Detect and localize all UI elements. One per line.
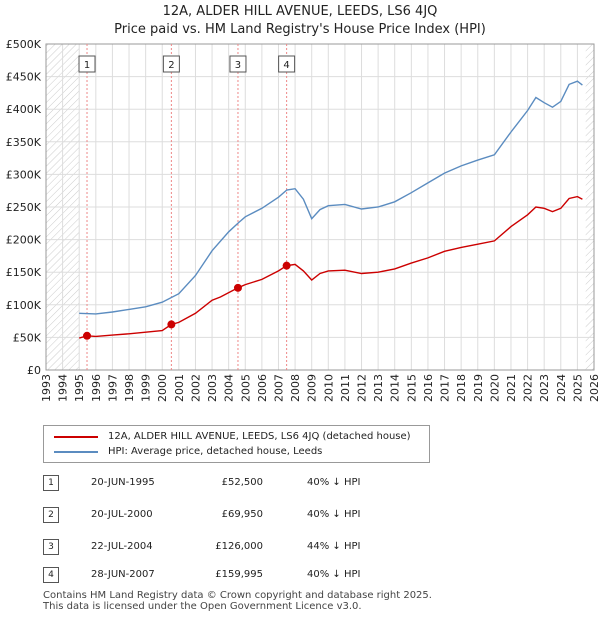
x-tick-label: 2007 bbox=[272, 374, 285, 402]
sale-hpi: 40% ↓ HPI bbox=[307, 509, 361, 520]
sale-price: £126,000 bbox=[215, 541, 263, 552]
x-tick-label: 2003 bbox=[206, 374, 219, 402]
x-tick-label: 2019 bbox=[472, 374, 485, 402]
sale-price: £52,500 bbox=[221, 477, 263, 488]
sale-badge: 1 bbox=[43, 475, 59, 491]
x-tick-label: 2015 bbox=[405, 374, 418, 402]
footer-notice: Contains HM Land Registry data © Crown c… bbox=[43, 590, 593, 612]
x-tick-label: 1996 bbox=[90, 374, 103, 402]
sale-price: £159,995 bbox=[215, 569, 263, 580]
x-tick-label: 2004 bbox=[223, 374, 236, 402]
y-tick-label: £400K bbox=[6, 103, 42, 116]
sale-point bbox=[282, 261, 291, 270]
x-tick-label: 2005 bbox=[239, 374, 252, 402]
chart-subtitle: Price paid vs. HM Land Registry's House … bbox=[114, 22, 486, 37]
x-tick-label: 2026 bbox=[588, 374, 600, 402]
sale-number-label: 2 bbox=[168, 60, 174, 71]
legend-swatch-hpi bbox=[54, 451, 98, 453]
x-tick-label: 2009 bbox=[306, 374, 319, 402]
x-tick-label: 2013 bbox=[372, 374, 385, 402]
y-tick-label: £450K bbox=[6, 71, 42, 84]
sale-date: 20-JUL-2000 bbox=[91, 509, 153, 520]
legend-label-property: 12A, ALDER HILL AVENUE, LEEDS, LS6 4JQ (… bbox=[108, 431, 411, 442]
sale-hpi: 44% ↓ HPI bbox=[307, 541, 361, 552]
sale-number-label: 3 bbox=[235, 60, 241, 71]
y-tick-label: £0 bbox=[27, 364, 41, 377]
x-tick-label: 2016 bbox=[422, 374, 435, 402]
sale-number-box bbox=[229, 55, 247, 73]
x-tick-label: 2017 bbox=[439, 374, 452, 402]
x-tick-label: 2006 bbox=[256, 374, 269, 402]
table-row: 2 20-JUL-2000 £69,950 40% ↓ HPI bbox=[43, 506, 463, 524]
x-tick-label: 1997 bbox=[106, 374, 119, 402]
footer-line-1: Contains HM Land Registry data © Crown c… bbox=[43, 590, 432, 601]
y-tick-label: £250K bbox=[6, 201, 42, 214]
x-tick-label: 2000 bbox=[156, 374, 169, 402]
sale-number-box bbox=[278, 55, 296, 73]
x-tick-label: 1993 bbox=[40, 374, 53, 402]
sale-number-box bbox=[78, 55, 96, 73]
footer-line-2: This data is licensed under the Open Gov… bbox=[43, 601, 362, 612]
x-tick-label: 2011 bbox=[339, 374, 352, 402]
x-tick-label: 2008 bbox=[289, 374, 302, 402]
x-tick-label: 2024 bbox=[555, 374, 568, 402]
x-tick-label: 2023 bbox=[538, 374, 551, 402]
sale-point bbox=[83, 331, 92, 340]
x-tick-label: 1995 bbox=[73, 374, 86, 402]
sale-price: £69,950 bbox=[221, 509, 263, 520]
sale-date: 28-JUN-2007 bbox=[91, 569, 155, 580]
sale-badge: 4 bbox=[43, 567, 59, 583]
x-tick-label: 2001 bbox=[173, 374, 186, 402]
sale-number-box bbox=[162, 55, 180, 73]
sale-date: 22-JUL-2004 bbox=[91, 541, 153, 552]
x-tick-label: 2022 bbox=[522, 374, 535, 402]
x-tick-label: 2021 bbox=[505, 374, 518, 402]
x-tick-label: 2020 bbox=[488, 374, 501, 402]
plot-frame bbox=[45, 43, 595, 371]
x-tick-label: 2025 bbox=[571, 374, 584, 402]
hpi-line bbox=[79, 80, 583, 315]
table-row: 1 20-JUN-1995 £52,500 40% ↓ HPI bbox=[43, 474, 463, 492]
x-tick-label: 2018 bbox=[455, 374, 468, 402]
chart-legend: 12A, ALDER HILL AVENUE, LEEDS, LS6 4JQ (… bbox=[43, 425, 430, 463]
sale-badge: 2 bbox=[43, 507, 59, 523]
y-tick-label: £50K bbox=[13, 331, 42, 344]
y-tick-label: £150K bbox=[6, 266, 42, 279]
x-tick-label: 1994 bbox=[57, 374, 70, 402]
y-tick-label: £300K bbox=[6, 168, 42, 181]
legend-label-hpi: HPI: Average price, detached house, Leed… bbox=[108, 446, 323, 457]
x-tick-label: 2012 bbox=[356, 374, 369, 402]
table-row: 3 22-JUL-2004 £126,000 44% ↓ HPI bbox=[43, 538, 463, 556]
sale-number-label: 1 bbox=[84, 60, 90, 71]
y-tick-label: £350K bbox=[6, 136, 42, 149]
x-tick-label: 2002 bbox=[189, 374, 202, 402]
y-tick-label: £500K bbox=[6, 38, 42, 51]
chart-title: 12A, ALDER HILL AVENUE, LEEDS, LS6 4JQ bbox=[162, 4, 438, 19]
sale-number-label: 4 bbox=[283, 60, 289, 71]
x-tick-label: 2014 bbox=[389, 374, 402, 402]
sale-point bbox=[233, 283, 242, 292]
sale-point bbox=[167, 320, 176, 329]
x-tick-label: 1999 bbox=[140, 374, 153, 402]
price-chart: £0 £50K £100K £150K £200K £250K £300K £350K £400… bbox=[6, 38, 600, 402]
y-tick-label: £100K bbox=[6, 299, 42, 312]
y-tick-label: £200K bbox=[6, 234, 42, 247]
sale-date: 20-JUN-1995 bbox=[91, 477, 155, 488]
sale-badge: 3 bbox=[43, 539, 59, 555]
legend-swatch-property bbox=[54, 436, 98, 438]
table-row: 4 28-JUN-2007 £159,995 40% ↓ HPI bbox=[43, 566, 463, 584]
x-tick-label: 1998 bbox=[123, 374, 136, 402]
sale-hpi: 40% ↓ HPI bbox=[307, 569, 361, 580]
x-tick-label: 2010 bbox=[322, 374, 335, 402]
sale-hpi: 40% ↓ HPI bbox=[307, 477, 361, 488]
